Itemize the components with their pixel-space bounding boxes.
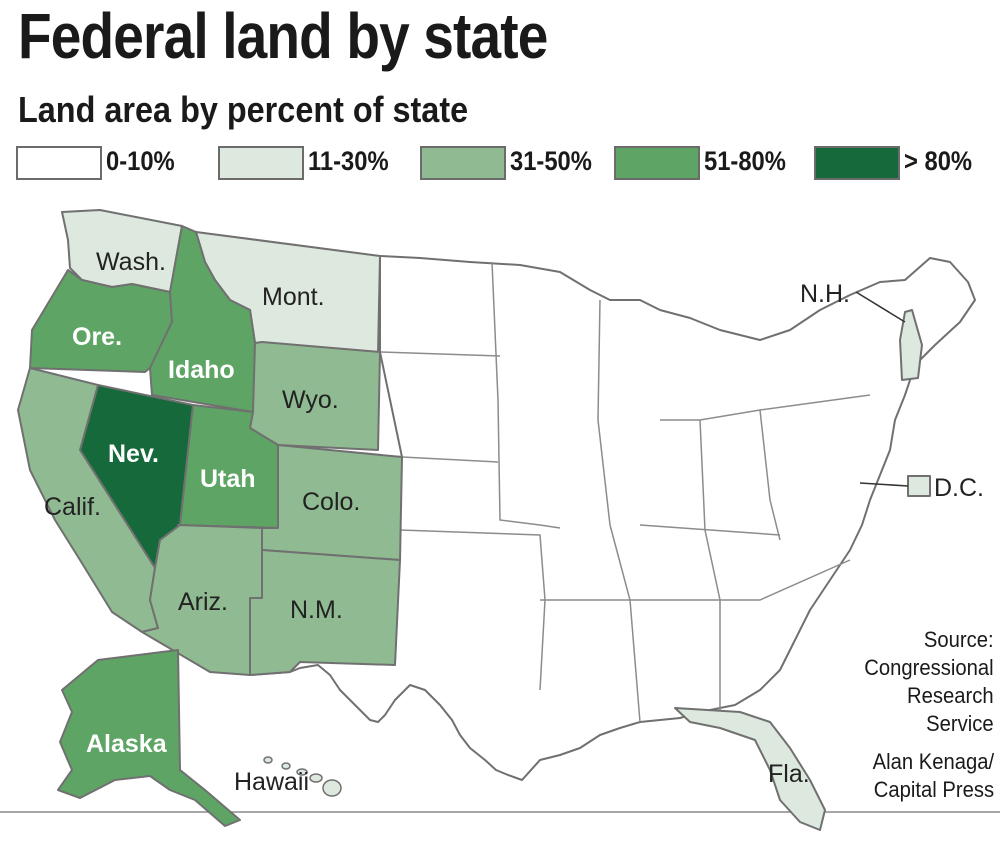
credit-note: Alan Kenaga/ Capital Press xyxy=(862,748,994,804)
label-hawaii: Hawaii xyxy=(234,768,309,796)
state-alaska xyxy=(57,649,241,827)
legend-swatch-51-80 xyxy=(614,146,700,180)
source-note: Source: Congressional Research Service xyxy=(853,626,994,738)
map-title: Federal land by state xyxy=(18,0,548,72)
label-alaska: Alaska xyxy=(86,730,168,758)
source-line: Congressional xyxy=(864,655,994,680)
legend-label-31-50: 31-50% xyxy=(510,146,592,176)
label-idaho: Idaho xyxy=(168,356,235,384)
label-mont: Mont. xyxy=(262,283,325,311)
nh-leader-line xyxy=(855,291,906,323)
label-colo: Colo. xyxy=(302,488,360,516)
state-hawaii xyxy=(263,756,342,797)
state-nm xyxy=(249,549,401,676)
source-line: Service xyxy=(926,711,994,736)
state-dc xyxy=(907,475,931,497)
source-line: Source: xyxy=(924,627,994,652)
label-ariz: Ariz. xyxy=(178,588,228,616)
state-nh xyxy=(899,309,923,381)
legend-swatch-11-30 xyxy=(218,146,304,180)
legend-swatch-over-80 xyxy=(814,146,900,180)
label-nm: N.M. xyxy=(290,596,343,624)
label-ore: Ore. xyxy=(72,323,122,351)
eastern-state-borders xyxy=(379,261,871,723)
map-subtitle: Land area by percent of state xyxy=(18,89,469,130)
state-fla xyxy=(674,707,826,831)
label-nh: N.H. xyxy=(800,280,850,308)
legend-swatch-0-10 xyxy=(16,146,102,180)
source-line: Research xyxy=(907,683,994,708)
label-wyo: Wyo. xyxy=(282,386,339,414)
credit-line: Capital Press xyxy=(873,777,994,802)
label-fla: Fla. xyxy=(768,760,810,788)
label-nev: Nev. xyxy=(108,440,159,468)
legend-swatch-31-50 xyxy=(420,146,506,180)
label-calif: Calif. xyxy=(44,493,101,521)
label-wash: Wash. xyxy=(96,248,166,276)
dc-leader-line xyxy=(859,482,909,487)
legend-label-0-10: 0-10% xyxy=(106,146,175,176)
label-dc: D.C. xyxy=(934,474,984,502)
label-utah: Utah xyxy=(200,465,256,493)
credit-line: Alan Kenaga/ xyxy=(872,749,994,774)
legend-label-over-80: > 80% xyxy=(904,146,973,176)
legend-label-51-80: 51-80% xyxy=(704,146,786,176)
legend-label-11-30: 11-30% xyxy=(308,146,389,176)
